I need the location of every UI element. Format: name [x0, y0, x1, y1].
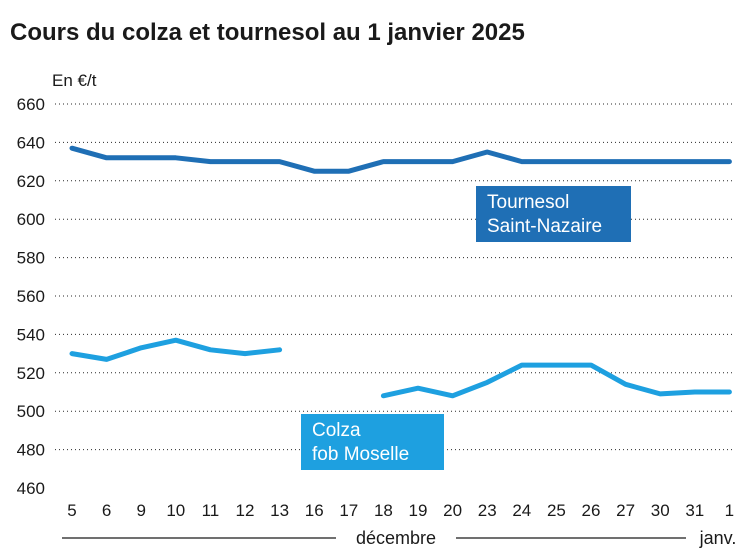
x-tick-label: 19: [409, 501, 428, 520]
x-tick-label: 25: [547, 501, 566, 520]
y-tick-label: 620: [17, 172, 45, 191]
series-label-tournesol: Saint-Nazaire: [487, 216, 602, 237]
y-tick-label: 580: [17, 249, 45, 268]
y-tick-label: 600: [17, 210, 45, 229]
x-tick-label: 10: [166, 501, 185, 520]
month-axis: décembre janv.: [62, 528, 736, 548]
x-tick-label: 1: [725, 501, 734, 520]
series-line-colza-1: [69, 337, 283, 362]
x-tick-label: 31: [685, 501, 704, 520]
x-tick-label: 17: [339, 501, 358, 520]
x-tick-label: 23: [478, 501, 497, 520]
x-tick-label: 16: [305, 501, 324, 520]
x-tick-label: 11: [202, 501, 220, 520]
y-tick-label: 560: [17, 287, 45, 306]
series-line-colza-2: [380, 362, 732, 399]
series-labels: Tournesol Saint-Nazaire Colza fob Moselle: [301, 186, 631, 470]
y-tick-label: 540: [17, 325, 45, 344]
chart-title: Cours du colza et tournesol au 1 janvier…: [10, 19, 525, 46]
x-tick-label: 13: [270, 501, 289, 520]
y-axis-ticks: 460 480 500 520 540 560 580 600 620 640 660: [17, 95, 45, 498]
x-tick-label: 27: [616, 501, 635, 520]
y-axis-unit: En €/t: [52, 71, 97, 90]
series-label-box-tournesol: [476, 186, 631, 242]
y-tick-label: 480: [17, 441, 45, 460]
x-tick-label: 24: [512, 501, 531, 520]
month-label-january: janv.: [699, 528, 737, 548]
x-tick-label: 5: [67, 501, 76, 520]
series-line-tournesol-1: [69, 145, 732, 174]
y-tick-label: 640: [17, 133, 45, 152]
month-label-december: décembre: [356, 528, 436, 548]
series-label-box-colza: [301, 414, 444, 470]
x-tick-label: 12: [236, 501, 255, 520]
x-axis-ticks: 5 6 9 10 11 12 13 16 17 18 19 20 23 24 25 26 27 30 31 1: [67, 501, 734, 520]
x-tick-label: 30: [651, 501, 670, 520]
series-label-colza: Colza: [312, 420, 361, 441]
series-label-tournesol: Tournesol: [487, 192, 569, 213]
series-label-colza: fob Moselle: [312, 444, 409, 465]
series-lines: [69, 145, 732, 399]
y-tick-label: 500: [17, 402, 45, 421]
y-tick-label: 660: [17, 95, 45, 114]
x-tick-label: 18: [374, 501, 393, 520]
x-tick-label: 6: [102, 501, 111, 520]
x-tick-label: 9: [136, 501, 145, 520]
x-tick-label: 26: [582, 501, 601, 520]
y-tick-label: 520: [17, 364, 45, 383]
x-tick-label: 20: [443, 501, 462, 520]
y-tick-label: 460: [17, 479, 45, 498]
